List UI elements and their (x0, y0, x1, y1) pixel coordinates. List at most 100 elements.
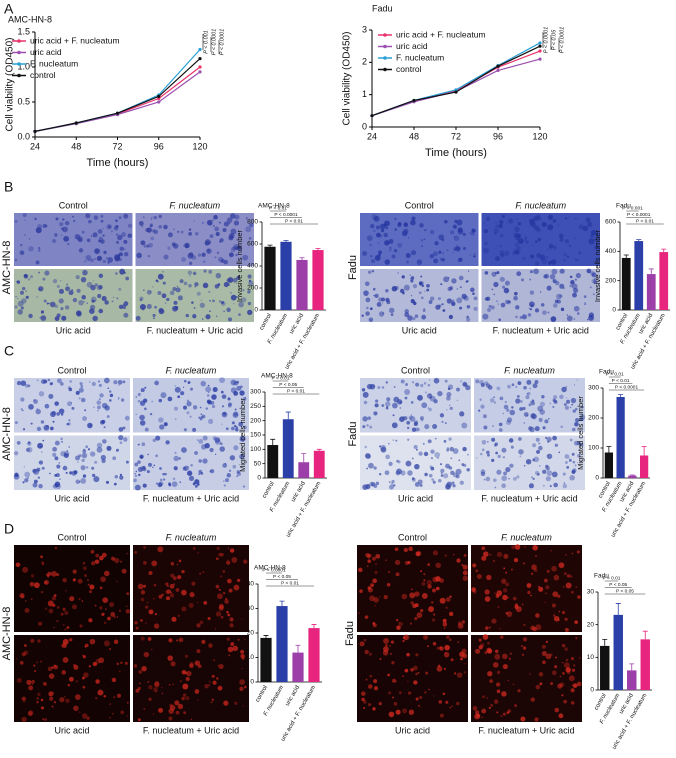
cell-blob (487, 453, 490, 457)
cell-blob (517, 689, 521, 693)
cell-blob (512, 252, 516, 255)
cell-blob (534, 261, 540, 267)
cell-blob (187, 270, 193, 275)
error-bar (263, 635, 269, 638)
cell-blob (411, 457, 414, 460)
cell-blob (207, 384, 210, 387)
cell-blob (152, 286, 154, 288)
cell-blob (169, 704, 176, 711)
cell-blob (574, 278, 577, 281)
cell-blob (452, 554, 455, 556)
cell-blob (175, 287, 181, 293)
cell-blob (564, 460, 568, 464)
cell-blob (371, 214, 378, 220)
cell-blob (77, 578, 83, 584)
cell-blob (138, 221, 144, 226)
cell-blob (72, 569, 77, 574)
data-point (496, 64, 500, 68)
cell-blob (505, 571, 508, 574)
cell-blob (141, 665, 147, 672)
cell-blob (566, 315, 573, 322)
error-bar (623, 254, 629, 258)
cell-blob (212, 218, 215, 222)
cell-blob (559, 283, 565, 289)
cell-blob (221, 411, 228, 418)
cell-blob (121, 232, 126, 237)
cell-blob (545, 436, 548, 439)
cell-blob (56, 313, 61, 318)
cell-blob (547, 311, 550, 314)
cell-blob (459, 306, 463, 310)
cell-blob (154, 305, 157, 309)
cell-blob (501, 653, 508, 660)
cell-blob (52, 603, 56, 607)
cell-blob (167, 585, 169, 588)
cell-blob (482, 414, 487, 419)
cell-blob (60, 227, 64, 231)
image-label: Control (57, 532, 86, 542)
cell-blob (558, 451, 561, 454)
cell-blob (167, 246, 171, 250)
cell-blob (178, 559, 182, 563)
cell-blob (90, 235, 93, 237)
cell-blob (552, 591, 559, 598)
cell-blob (444, 644, 450, 651)
cell-blob (47, 378, 51, 382)
cell-blob (424, 691, 427, 694)
cell-blob (507, 596, 509, 599)
cell-blob (520, 644, 524, 648)
cell-blob (144, 386, 147, 389)
cell-blob (389, 246, 392, 249)
cell-blob (28, 238, 31, 240)
cell-blob (414, 463, 420, 470)
cell-blob (495, 682, 501, 687)
cell-blob (371, 269, 375, 273)
cell-blob (373, 294, 375, 297)
cell-blob (573, 305, 580, 312)
cell-blob (100, 576, 107, 583)
cell-blob (38, 286, 44, 292)
y-tick-label: 30 (247, 605, 255, 612)
cell-blob (37, 249, 41, 252)
cell-blob (73, 705, 79, 712)
cell-blob (61, 670, 66, 675)
cell-blob (520, 400, 523, 403)
cell-blob (391, 285, 398, 292)
cell-blob (444, 554, 447, 557)
cell-blob (388, 461, 393, 466)
cell-blob (515, 315, 518, 319)
image-label: F. nucleatum + Uric acid (481, 493, 577, 503)
cell-blob (167, 396, 173, 402)
cell-blob (448, 437, 452, 441)
cell-blob (239, 390, 245, 396)
cell-blob (415, 653, 419, 657)
cell-blob (559, 294, 563, 298)
cell-blob (218, 552, 222, 557)
cell-blob (551, 268, 558, 275)
cell-blob (215, 557, 219, 561)
cell-blob (450, 230, 455, 235)
cell-blob (58, 298, 64, 304)
cell-blob (464, 663, 466, 665)
cell-blob (531, 572, 534, 575)
cell-blob (235, 426, 238, 429)
cell-blob (113, 615, 117, 619)
cell-blob (514, 291, 518, 296)
cell-blob (177, 395, 181, 399)
cell-blob (487, 648, 493, 654)
cell-blob (493, 401, 497, 404)
image-label: Uric acid (395, 725, 430, 735)
cell-blob (71, 288, 74, 291)
cell-blob (157, 482, 163, 488)
cell-blob (220, 390, 224, 394)
cell-blob (449, 595, 452, 598)
x-tick-label: control (255, 685, 269, 704)
cell-blob (432, 251, 438, 257)
bar (621, 257, 631, 310)
cell-blob (155, 435, 161, 441)
cell-blob (497, 303, 500, 305)
cell-blob (230, 294, 237, 301)
cell-blob (514, 226, 520, 233)
cell-blob (392, 402, 398, 409)
cell-blob (452, 224, 457, 229)
